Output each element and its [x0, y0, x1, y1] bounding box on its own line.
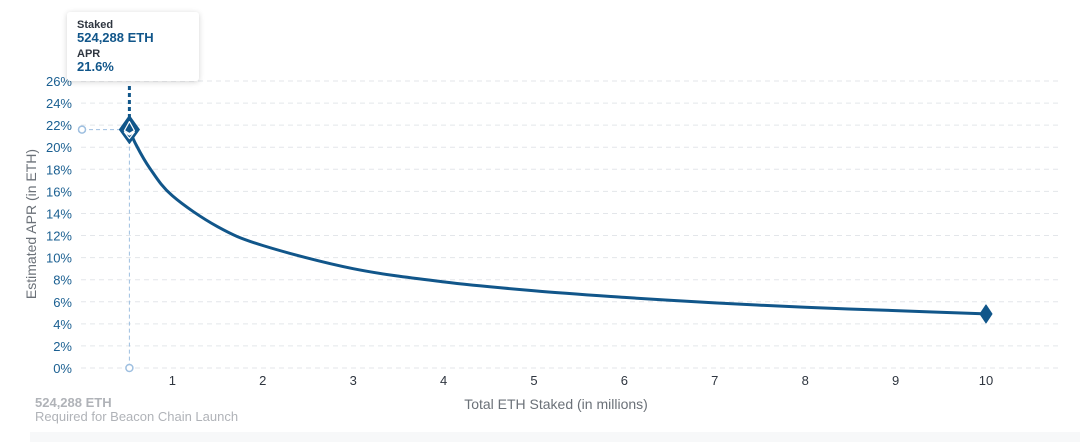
tooltip-apr-value: 21.6%	[77, 59, 114, 74]
beacon-chain-annotation: 524,288 ETH Required for Beacon Chain La…	[35, 396, 238, 424]
annotation-title: 524,288 ETH	[35, 395, 112, 410]
tooltip-staked-value: 524,288 ETH	[77, 30, 154, 45]
x-tick-label: 5	[530, 373, 537, 388]
y-axis-guide-marker	[77, 125, 87, 134]
y-axis-title: Estimated APR (in ETH)	[23, 149, 39, 299]
x-axis-title: Total ETH Staked (in millions)	[464, 396, 648, 412]
y-tick-label: 4%	[53, 317, 72, 332]
x-tick-label: 8	[802, 373, 809, 388]
y-tick-label: 8%	[53, 273, 72, 288]
y-tick-label: 0%	[53, 361, 72, 376]
tooltip-staked-label: Staked	[77, 19, 114, 31]
x-tick-label: 2	[259, 373, 266, 388]
y-tick-label: 18%	[46, 162, 72, 177]
y-tick-label: 16%	[46, 184, 72, 199]
apr-curve	[127, 128, 988, 316]
x-tick-label: 4	[440, 373, 447, 388]
x-tick-label: 9	[892, 373, 899, 388]
annotation-subtitle: Required for Beacon Chain Launch	[35, 409, 239, 424]
y-tick-label: 6%	[53, 295, 72, 310]
end-diamond-marker	[979, 304, 993, 324]
y-tick-label: 2%	[53, 339, 72, 354]
tooltip-apr-label: APR	[77, 48, 101, 60]
y-tick-label: 10%	[46, 251, 72, 266]
x-tick-label: 7	[711, 373, 718, 388]
x-tick-label: 6	[621, 373, 628, 388]
x-tick-label: 10	[979, 373, 993, 388]
y-tick-label: 20%	[46, 140, 72, 155]
bottom-strip	[30, 432, 1080, 442]
x-tick-label: 3	[350, 373, 357, 388]
y-tick-label: 14%	[46, 206, 72, 221]
y-tick-label: 26%	[46, 74, 72, 89]
eth-icon	[123, 120, 135, 140]
y-tick-label: 12%	[46, 229, 72, 244]
highlight-diamond-marker	[118, 115, 140, 145]
x-tick-label: 1	[169, 373, 176, 388]
y-tick-label: 24%	[46, 96, 72, 111]
x-axis-guide-marker	[125, 363, 134, 373]
y-tick-label: 22%	[46, 118, 72, 133]
tooltip: Staked 524,288 ETH APR 21.6%	[67, 12, 199, 81]
